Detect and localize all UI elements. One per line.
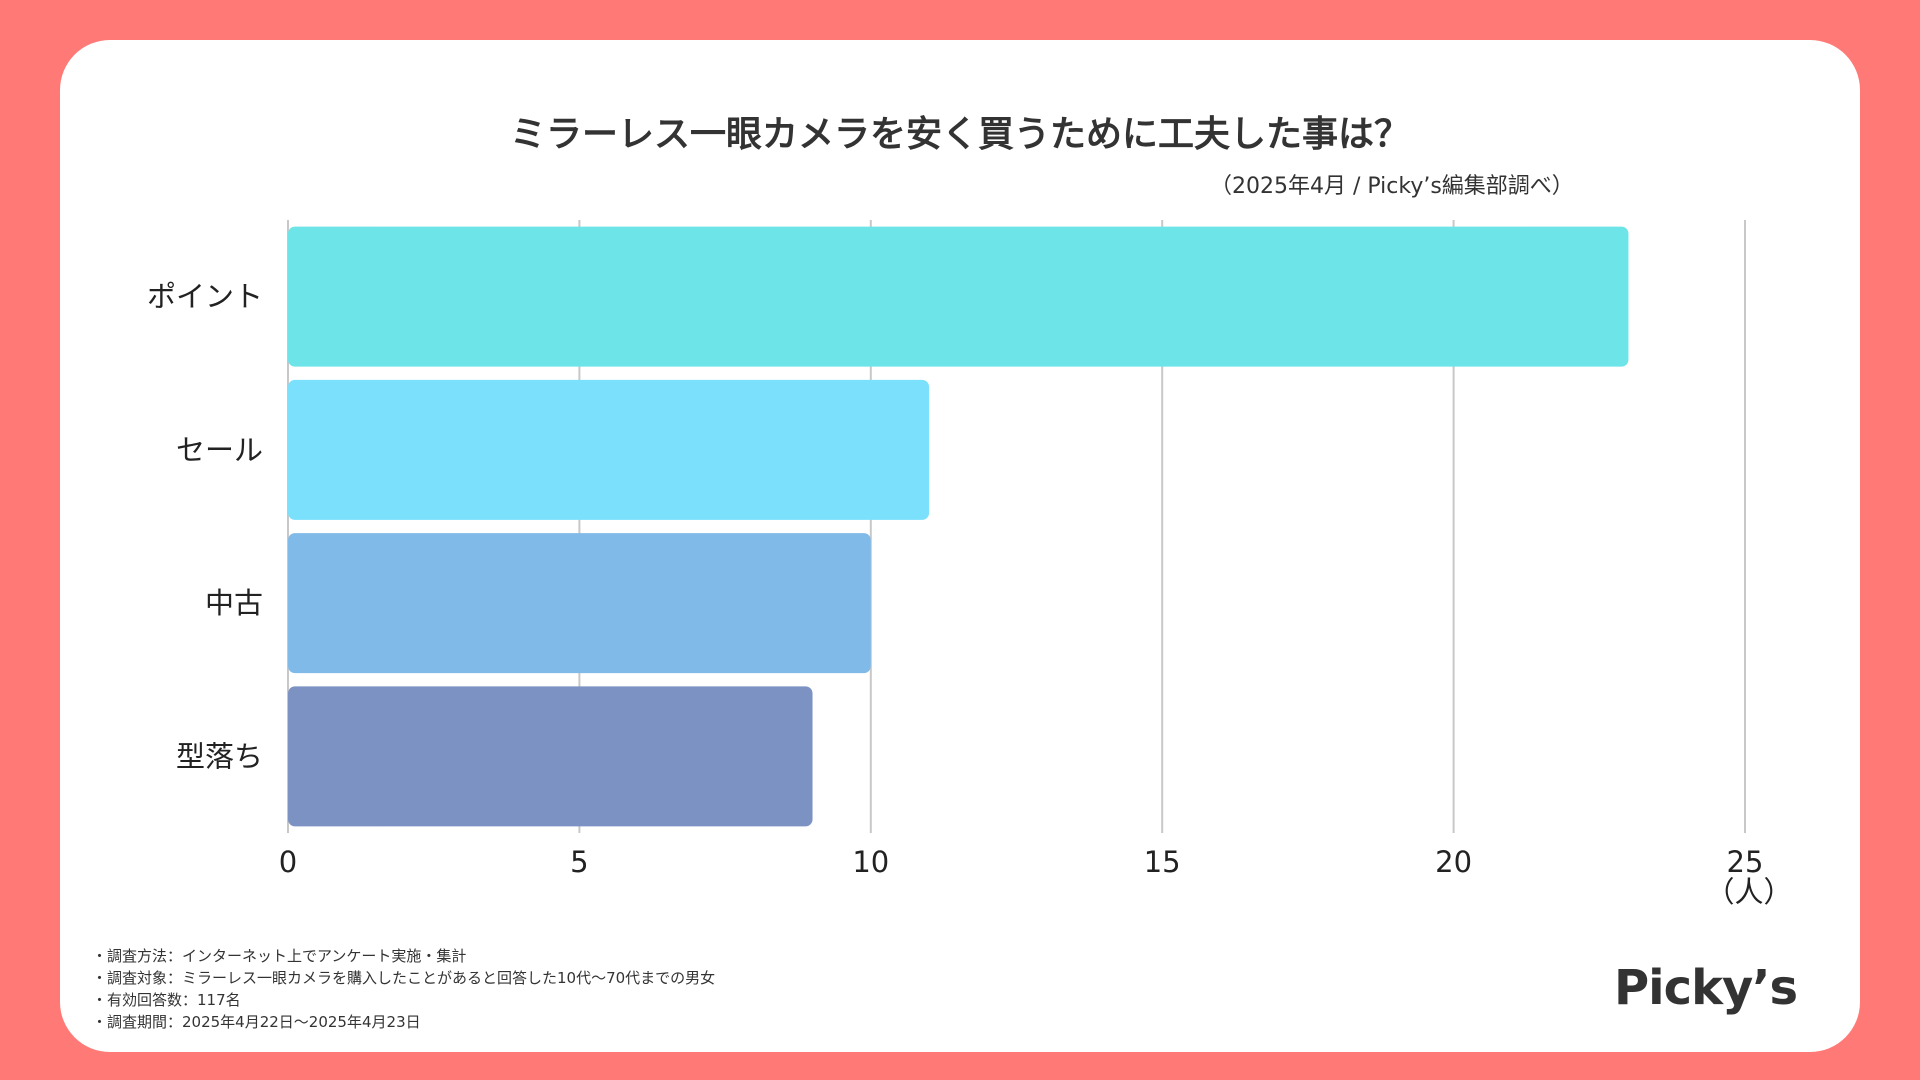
- note-method: ・調査方法：インターネット上でアンケート実施・集計: [92, 947, 467, 965]
- tick-label-3: 15: [1144, 845, 1181, 879]
- bar-3: [288, 686, 813, 827]
- pickys-logo: Picky’s: [1614, 960, 1798, 1016]
- note-period: ・調査期間：2025年4月22日〜2025年4月23日: [92, 1013, 421, 1031]
- chart-title: ミラーレス一眼カメラを安く買うために工夫した事は？: [509, 114, 1410, 155]
- note-target: ・調査対象：ミラーレス一眼カメラを購入したことがあると回答した10代〜70代まで…: [92, 969, 716, 987]
- category-label-1: セール: [176, 433, 263, 467]
- category-label-2: 中古: [205, 586, 263, 620]
- tick-label-5: 25: [1727, 845, 1764, 879]
- tick-label-2: 10: [852, 845, 889, 879]
- bar-0: [288, 226, 1629, 367]
- tick-label-0: 0: [279, 845, 297, 879]
- bar-2: [288, 533, 871, 674]
- x-axis-unit: （人）: [1705, 875, 1792, 909]
- tick-label-1: 5: [570, 845, 588, 879]
- survey-notes: ・調査方法：インターネット上でアンケート実施・集計 ・調査対象：ミラーレス一眼カ…: [92, 945, 715, 1033]
- x-axis-ticks: 0 5 10 15 20 25: [279, 845, 1764, 879]
- bar-1: [288, 379, 930, 520]
- category-label-0: ポイント: [147, 280, 263, 314]
- tick-label-4: 20: [1435, 845, 1472, 879]
- chart-subtitle: （2025年4月 / Picky’s編集部調べ）: [1210, 174, 1574, 199]
- note-responses: ・有効回答数：117名: [92, 991, 241, 1009]
- bars: [288, 226, 1629, 827]
- category-label-3: 型落ち: [176, 739, 263, 773]
